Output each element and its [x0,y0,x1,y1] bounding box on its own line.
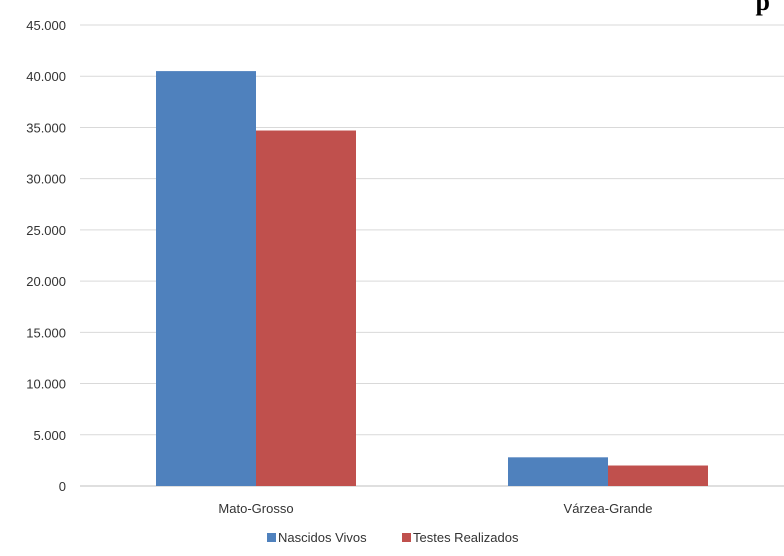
y-tick-label: 25.000 [26,223,66,238]
chart-title-fragment: p [756,0,770,16]
legend-label: Testes Realizados [413,530,519,545]
x-category-label: Várzea-Grande [564,501,653,516]
legend: Nascidos Vivos Testes Realizados [267,530,519,545]
y-tick-label: 15.000 [26,325,66,340]
bar-nascidos-vivos-1 [508,457,608,486]
bar-testes-realizados-1 [608,465,708,486]
y-tick-label: 35.000 [26,120,66,135]
legend-label: Nascidos Vivos [278,530,367,545]
y-tick-label: 20.000 [26,274,66,289]
bar-testes-realizados-0 [256,130,356,487]
legend-swatch [402,533,411,542]
y-tick-label: 0 [59,479,66,494]
y-tick-label: 5.000 [33,428,66,443]
legend-swatch [267,533,276,542]
x-axis-category-labels: Mato-Grosso Várzea-Grande [218,501,652,516]
y-axis-tick-labels: 0 5.000 10.000 15.000 20.000 25.000 30.000 35.0… [26,18,66,494]
y-tick-label: 40.000 [26,69,66,84]
bars [156,71,708,487]
x-category-label: Mato-Grosso [218,501,293,516]
y-tick-label: 45.000 [26,18,66,33]
y-tick-label: 30.000 [26,172,66,187]
y-tick-label: 10.000 [26,377,66,392]
bar-nascidos-vivos-0 [156,71,256,486]
